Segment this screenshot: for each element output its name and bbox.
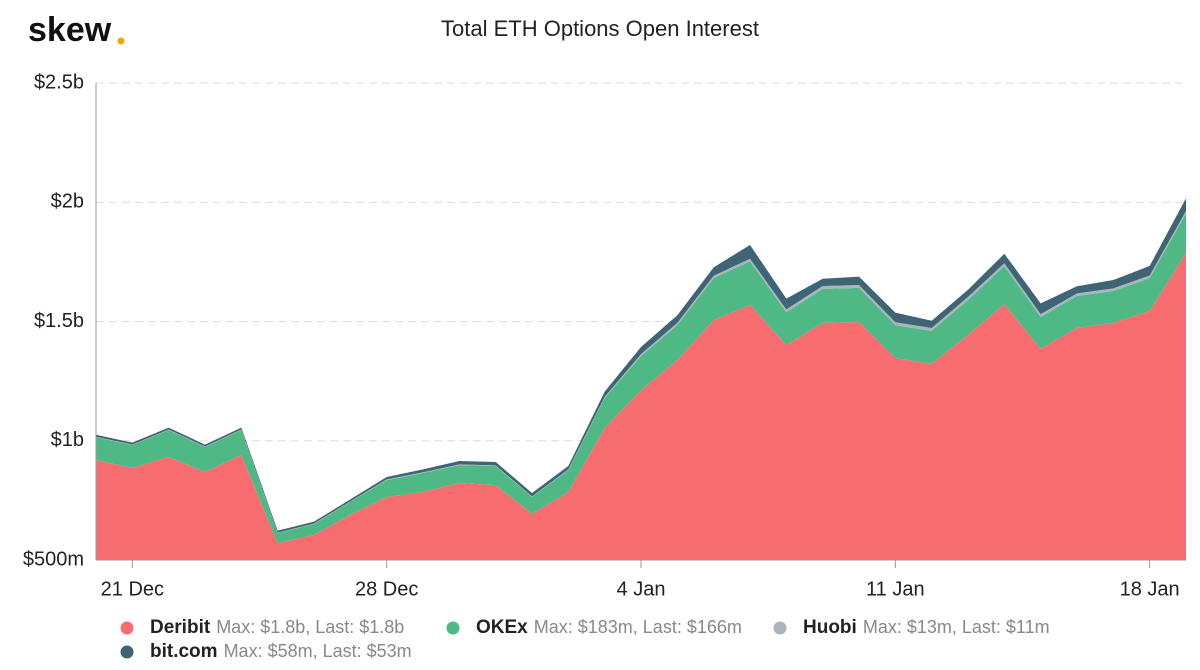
legend-marker (120, 621, 134, 635)
legend-detail: Max: $58m, Last: $53m (224, 641, 412, 661)
y-tick-label: $1b (51, 429, 84, 451)
legend-name: Deribit (150, 617, 211, 638)
logo: skew (28, 11, 112, 49)
legend-detail: Max: $183m, Last: $166m (534, 617, 742, 637)
legend-marker (446, 621, 460, 635)
legend-name: bit.com (150, 641, 218, 662)
y-tick-label: $1.5b (34, 310, 84, 332)
legend-marker (120, 645, 134, 659)
legend-name: OKEx (476, 617, 528, 638)
logo-dot (117, 37, 125, 45)
area (96, 253, 1186, 560)
x-tick-label: 11 Jan (866, 578, 925, 600)
y-tick-label: $500m (23, 548, 84, 570)
legend-detail: Max: $1.8b, Last: $1.8b (216, 617, 404, 637)
legend-name: Huobi (803, 617, 857, 638)
area (96, 213, 1186, 544)
y-tick-label: $2.5b (34, 71, 84, 93)
legend-marker (773, 621, 787, 635)
chart-title: Total ETH Options Open Interest (441, 16, 759, 41)
y-tick-label: $2b (51, 191, 84, 213)
legend-detail: Max: $13m, Last: $11m (863, 617, 1050, 637)
x-tick-label: 18 Jan (1120, 578, 1180, 600)
x-tick-label: 4 Jan (617, 578, 666, 600)
x-tick-label: 28 Dec (355, 578, 418, 600)
x-tick-label: 21 Dec (101, 578, 164, 600)
